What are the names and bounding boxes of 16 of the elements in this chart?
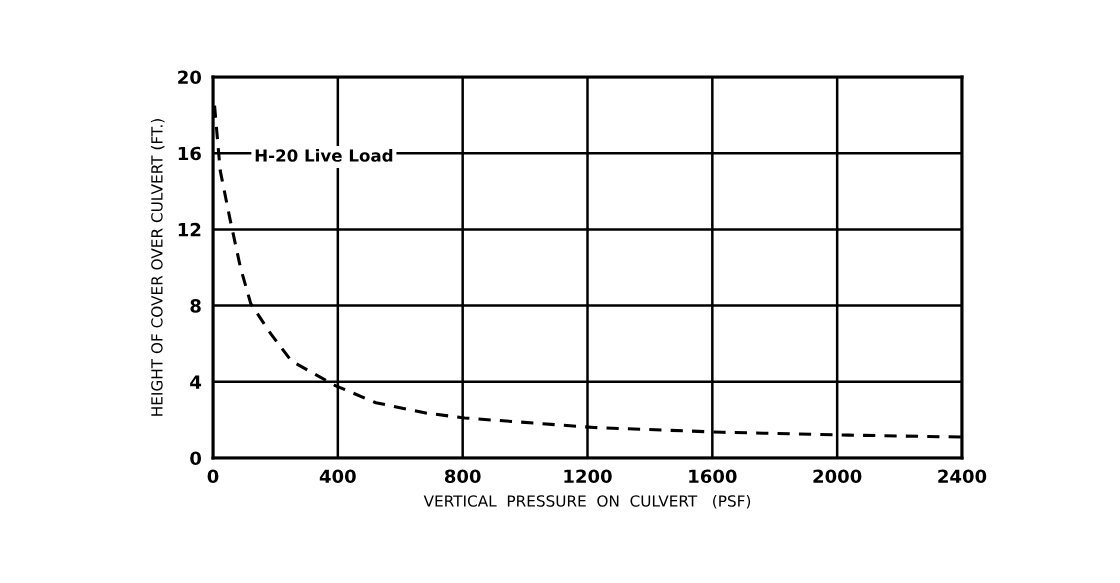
x-tick-label: 400 xyxy=(319,469,356,484)
y-tick-label: 8 xyxy=(190,299,201,313)
y-axis-title: HEIGHT OF COVER OVER CULVERT (FT.) xyxy=(150,119,165,416)
y-tick-label: 20 xyxy=(178,70,202,85)
x-tick-label: 0 xyxy=(207,469,219,484)
x-tick-label: 800 xyxy=(444,469,481,484)
y-tick-label: 0 xyxy=(190,451,202,466)
y-tick-label: 16 xyxy=(178,146,201,161)
y-tick-label: 4 xyxy=(190,375,202,389)
x-tick-label: 1600 xyxy=(689,469,737,484)
x-tick-label: 2400 xyxy=(938,469,987,484)
annotation: H-20 Live Load xyxy=(255,148,393,162)
x-axis-title: VERTICAL PRESSURE ON CULVERT (PSF) xyxy=(423,494,751,509)
y-tick-label: 12 xyxy=(178,222,201,237)
x-tick-label: 1200 xyxy=(564,469,612,484)
x-tick-label: 2000 xyxy=(813,469,862,484)
